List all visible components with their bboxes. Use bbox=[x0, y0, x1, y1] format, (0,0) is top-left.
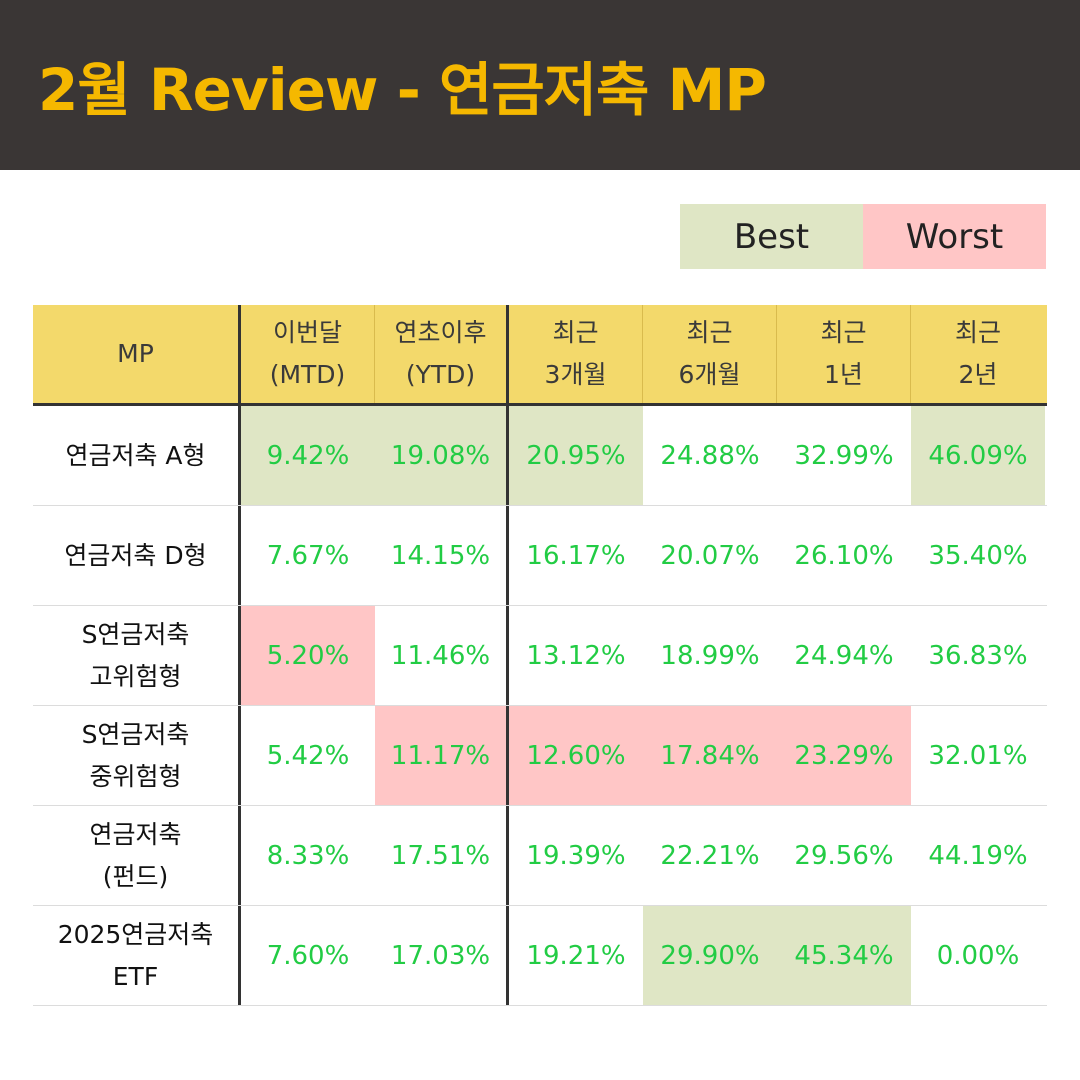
header-cell-mp: MP bbox=[33, 305, 241, 403]
returns-table: MP 이번달 (MTD) 연초이후 (YTD) 최근 3개월 최근 6개월 최근… bbox=[33, 305, 1047, 1006]
value-cell-worst: 12.60% bbox=[509, 706, 643, 805]
value-cell: 11.46% bbox=[375, 606, 509, 705]
value-cell: 13.12% bbox=[526, 640, 626, 671]
value-cell: 17.03% bbox=[375, 906, 509, 1005]
value-cell-best: 20.95% bbox=[509, 406, 643, 505]
table-row: 연금저축 D형 7.67% 14.15% 16.17% 20.07% 26.10% 35.4… bbox=[33, 506, 1047, 606]
value-cell: 16.17% bbox=[526, 540, 626, 571]
value-cell: 8.33% bbox=[266, 840, 350, 871]
row-label: 연금저축 A형 bbox=[33, 406, 241, 505]
header-cell-6m: 최근 6개월 bbox=[643, 305, 777, 403]
value-cell: 22.21% bbox=[660, 840, 760, 871]
header-cell-ytd: 연초이후 (YTD) bbox=[375, 305, 509, 403]
value-cell-worst: 5.20% bbox=[241, 606, 375, 705]
table-row: 연금저축 (펀드) 8.33% 17.51% 19.39% 22.21% 29.56% 44… bbox=[33, 806, 1047, 906]
header-cell-1y: 최근 1년 bbox=[777, 305, 911, 403]
value-cell: 14.15% bbox=[375, 506, 509, 605]
table-header-row: MP 이번달 (MTD) 연초이후 (YTD) 최근 3개월 최근 6개월 최근… bbox=[33, 305, 1047, 406]
row-label: 연금저축 (펀드) bbox=[33, 806, 241, 905]
row-label: 연금저축 D형 bbox=[33, 506, 241, 605]
table-row: 연금저축 A형 9.42% 19.08% 20.95% 24.88% 32.99% 46.0… bbox=[33, 406, 1047, 506]
value-cell-worst: 23.29% bbox=[777, 706, 911, 805]
table-row: 2025연금저축 ETF 7.60% 17.03% 19.21% 29.90% 45.34… bbox=[33, 906, 1047, 1006]
value-cell: 35.40% bbox=[928, 540, 1028, 571]
value-cell: 5.42% bbox=[266, 740, 350, 771]
value-cell: 7.60% bbox=[266, 940, 350, 971]
legend-best: Best bbox=[680, 204, 863, 269]
value-cell: 17.51% bbox=[375, 806, 509, 905]
row-label: 2025연금저축 ETF bbox=[33, 906, 241, 1005]
value-cell-best: 29.90% bbox=[643, 906, 777, 1005]
value-cell: 0.00% bbox=[936, 940, 1020, 971]
value-cell: 36.83% bbox=[928, 640, 1028, 671]
value-cell-best: 45.34% bbox=[777, 906, 911, 1005]
value-cell: 32.01% bbox=[928, 740, 1028, 771]
value-cell-worst: 11.17% bbox=[375, 706, 509, 805]
value-cell: 19.21% bbox=[526, 940, 626, 971]
legend: Best Worst bbox=[680, 204, 1046, 269]
row-label: S연금저축 고위험형 bbox=[33, 606, 241, 705]
value-cell: 24.94% bbox=[794, 640, 894, 671]
value-cell: 24.88% bbox=[660, 440, 760, 471]
value-cell: 7.67% bbox=[266, 540, 350, 571]
header-banner: 2월 Review - 연금저축 MP bbox=[0, 0, 1080, 170]
table-row: S연금저축 고위험형 5.20% 11.46% 13.12% 18.99% 24.94% 3… bbox=[33, 606, 1047, 706]
page-title: 2월 Review - 연금저축 MP bbox=[38, 56, 767, 124]
value-cell-worst: 17.84% bbox=[643, 706, 777, 805]
header-cell-3m: 최근 3개월 bbox=[509, 305, 643, 403]
legend-worst: Worst bbox=[863, 204, 1046, 269]
value-cell-best: 46.09% bbox=[911, 406, 1045, 505]
value-cell: 32.99% bbox=[794, 440, 894, 471]
value-cell-best: 19.08% bbox=[375, 406, 509, 505]
table-row: S연금저축 중위험형 5.42% 11.17% 12.60% 17.84% 23.29% 3… bbox=[33, 706, 1047, 806]
value-cell-best: 9.42% bbox=[241, 406, 375, 505]
table-body: 연금저축 A형 9.42% 19.08% 20.95% 24.88% 32.99% 46.0… bbox=[33, 406, 1047, 1006]
value-cell: 18.99% bbox=[660, 640, 760, 671]
header-cell-mtd: 이번달 (MTD) bbox=[241, 305, 375, 403]
value-cell: 44.19% bbox=[928, 840, 1028, 871]
value-cell: 20.07% bbox=[660, 540, 760, 571]
header-cell-2y: 최근 2년 bbox=[954, 318, 1001, 389]
value-cell: 26.10% bbox=[794, 540, 894, 571]
row-label: S연금저축 중위험형 bbox=[33, 706, 241, 805]
value-cell: 19.39% bbox=[526, 840, 626, 871]
value-cell: 29.56% bbox=[794, 840, 894, 871]
